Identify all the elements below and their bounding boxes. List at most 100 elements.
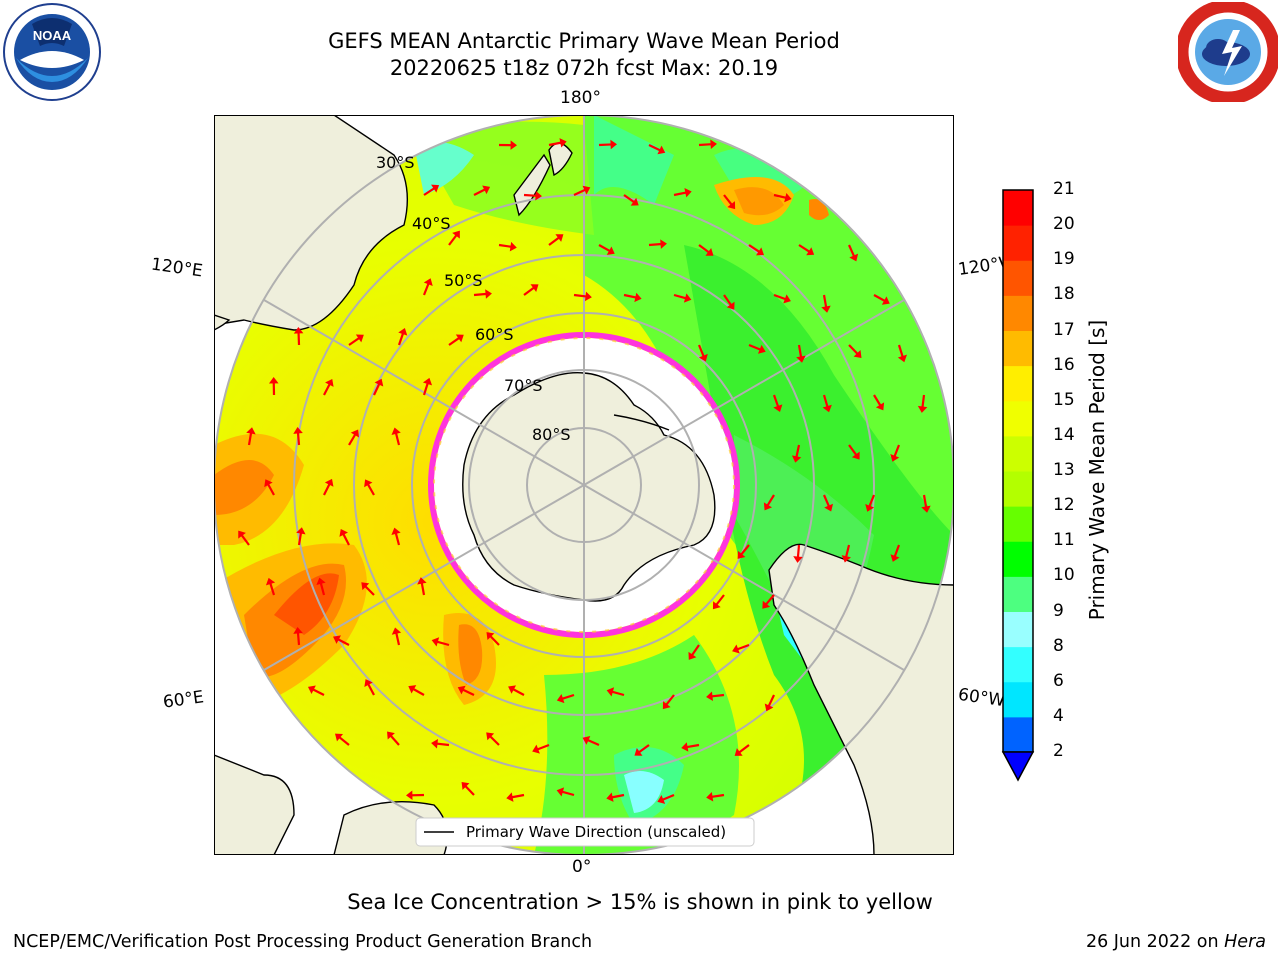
wave-arrow bbox=[797, 344, 803, 359]
polar-map: Primary Wave Direction (unscaled) bbox=[214, 115, 954, 855]
wave-arrow-head bbox=[683, 293, 692, 303]
wave-arrow bbox=[873, 394, 882, 407]
colorbar-tick-label: 8 bbox=[1053, 635, 1064, 656]
wave-arrow bbox=[548, 236, 561, 246]
wave-arrow-head bbox=[734, 748, 743, 756]
wave-arrow-head bbox=[556, 693, 565, 704]
colorbar-tick-label: 14 bbox=[1053, 424, 1075, 445]
wave-arrow-head bbox=[897, 354, 907, 363]
wave-arrow bbox=[723, 294, 733, 307]
wave-arrow-head bbox=[793, 556, 803, 563]
wave-arrow bbox=[737, 744, 750, 754]
wave-arrow-head bbox=[556, 787, 565, 797]
wave-arrow bbox=[464, 784, 475, 796]
wave-arrow-head bbox=[849, 253, 859, 262]
wave-arrow bbox=[773, 193, 787, 200]
wave-arrow-head bbox=[726, 301, 735, 310]
wave-arrow bbox=[348, 433, 357, 446]
wave-arrow bbox=[848, 444, 858, 457]
wave-arrow bbox=[665, 694, 675, 706]
wave-arrow bbox=[523, 286, 536, 296]
colorbar-segment bbox=[1003, 365, 1033, 402]
colorbar-segment bbox=[1003, 716, 1033, 753]
wave-arrow bbox=[897, 344, 904, 358]
machine-name: Hera bbox=[1224, 932, 1266, 952]
wave-arrow bbox=[611, 793, 625, 799]
wave-arrow-head bbox=[824, 503, 834, 512]
wave-arrow bbox=[873, 294, 886, 303]
wave-arrow-head bbox=[796, 355, 806, 363]
lon-label-60w: 60°W bbox=[956, 684, 1007, 712]
wave-arrow bbox=[323, 382, 331, 396]
colorbar-segment bbox=[1003, 506, 1033, 542]
wave-arrow bbox=[623, 194, 636, 204]
wave-arrow-head bbox=[406, 790, 413, 801]
wave-arrow-head bbox=[710, 139, 717, 150]
wave-arrow bbox=[373, 382, 381, 396]
wave-arrow bbox=[266, 483, 275, 496]
wave-arrow-head bbox=[339, 528, 348, 537]
wave-arrow bbox=[772, 394, 780, 408]
wave-arrow bbox=[893, 444, 901, 458]
wave-arrow-head bbox=[681, 742, 689, 752]
graticule bbox=[214, 115, 954, 855]
wave-arrow-head bbox=[890, 454, 900, 462]
wave-arrow bbox=[690, 644, 700, 657]
wave-arrow bbox=[767, 694, 775, 708]
wave-arrow-head bbox=[293, 627, 303, 634]
wave-arrow-head bbox=[387, 731, 395, 740]
wave-arrow bbox=[822, 494, 831, 508]
wave-arrow bbox=[338, 735, 350, 746]
wave-arrow bbox=[397, 332, 405, 346]
wave-arrow bbox=[773, 293, 787, 301]
wave-arrow-head bbox=[408, 685, 417, 694]
lat-label-30s: 30°S bbox=[376, 153, 415, 172]
wave-arrow bbox=[473, 188, 487, 196]
wave-arrow bbox=[342, 532, 350, 546]
colorbar-label: Primary Wave Mean Period [s] bbox=[1085, 319, 1109, 621]
wave-arrow bbox=[548, 141, 562, 147]
wave-arrow-head bbox=[333, 635, 341, 644]
colorbar-segment bbox=[1003, 611, 1033, 648]
colorbar-segment bbox=[1003, 435, 1033, 472]
wave-arrow-head bbox=[851, 451, 860, 460]
legend-label: Primary Wave Direction (unscaled) bbox=[466, 823, 726, 841]
lat-label-50s: 50°S bbox=[444, 271, 483, 290]
colorbar-segment bbox=[1003, 471, 1033, 507]
wave-arrow bbox=[739, 544, 750, 556]
wave-arrow bbox=[296, 631, 301, 646]
wave-arrow-head bbox=[917, 405, 928, 413]
wave-arrow-head bbox=[486, 632, 495, 641]
wave-arrow bbox=[536, 743, 550, 751]
wave-arrow-head bbox=[606, 687, 615, 697]
wave-arrow bbox=[586, 738, 600, 747]
wave-arrow bbox=[297, 531, 303, 546]
wave-arrow-head bbox=[364, 679, 373, 687]
wave-arrow bbox=[648, 144, 662, 152]
wave-arrow bbox=[422, 282, 430, 296]
colorbar-tick-label: 9 bbox=[1053, 600, 1064, 621]
colorbar-tick-label: 11 bbox=[1053, 530, 1075, 551]
wave-arrow bbox=[435, 742, 450, 747]
wave-arrow-head bbox=[452, 230, 460, 239]
colorbar-tick-label: 4 bbox=[1053, 705, 1064, 726]
wave-arrow-head bbox=[630, 197, 639, 206]
lon-label-120e: 120°E bbox=[149, 254, 204, 282]
colorbar-tick-label: 17 bbox=[1053, 319, 1075, 340]
svg-text:NOAA: NOAA bbox=[33, 28, 72, 43]
wave-arrow bbox=[795, 444, 801, 458]
wave-arrow bbox=[319, 582, 326, 596]
colorbar-segment bbox=[1003, 681, 1033, 718]
wave-arrow-head bbox=[364, 479, 373, 488]
wave-arrow-head bbox=[890, 554, 900, 562]
wave-arrow-head bbox=[509, 241, 517, 252]
wave-arrow-head bbox=[657, 795, 666, 804]
wave-arrow bbox=[715, 594, 725, 606]
wave-arrow-head bbox=[684, 188, 692, 198]
wave-arrow bbox=[336, 638, 350, 646]
wave-arrow bbox=[661, 793, 675, 802]
wave-arrow-head bbox=[737, 550, 746, 559]
wave-arrow bbox=[611, 690, 625, 697]
wave-arrow-head bbox=[727, 201, 736, 210]
wave-arrow-head bbox=[455, 334, 464, 343]
